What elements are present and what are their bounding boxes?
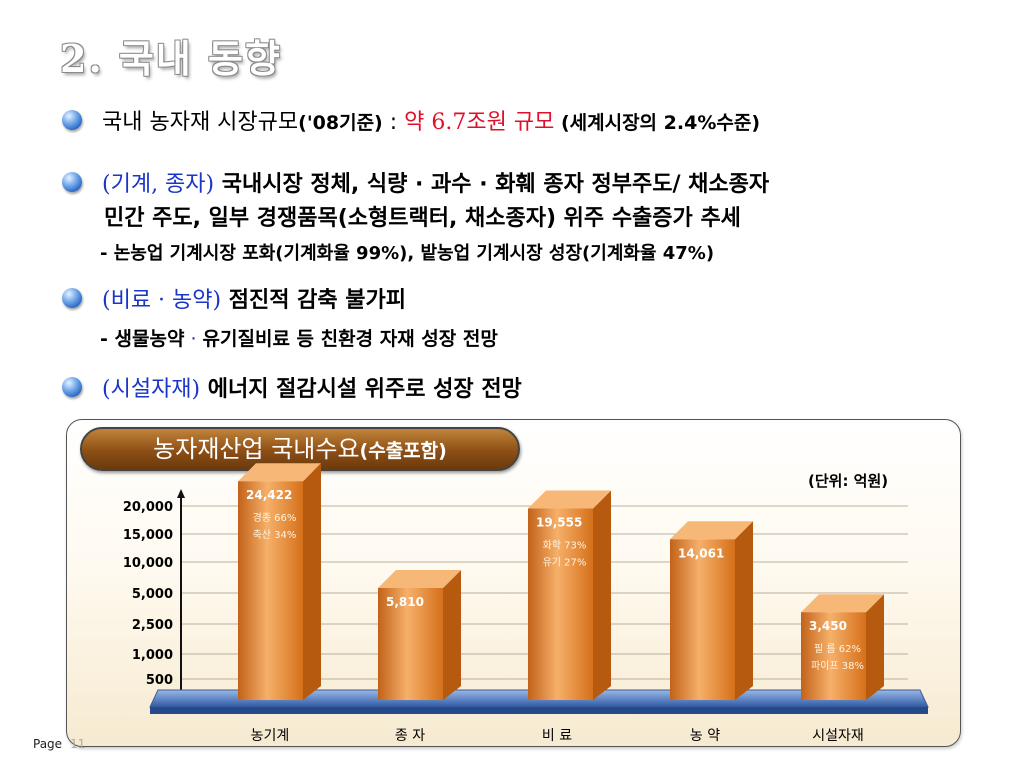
bar-front [238, 481, 303, 700]
bar-front [801, 612, 866, 700]
bar [238, 463, 321, 700]
bullet-4-line-1: (시설자재) 에너지 절감시설 위주로 성장 전망 [102, 377, 522, 402]
bar-front [528, 508, 593, 700]
page-number: 11 [70, 737, 86, 751]
bullet-2-line-2: 민간 주도, 일부 경쟁품목(소형트랙터, 채소종자) 위주 수출증가 추세 [104, 206, 741, 231]
bullet-icon [62, 377, 82, 397]
y-tick-label: 5,000 [132, 587, 173, 602]
bar-side [593, 490, 611, 700]
bar-value-label: 14,061 [678, 546, 724, 560]
page-title: 2. 국내 동향 [60, 36, 282, 81]
chart-floor-edge [150, 707, 928, 714]
bar [528, 490, 611, 700]
bar-side [866, 594, 884, 700]
bar-top [528, 490, 611, 509]
bar-top [670, 521, 753, 540]
bar-side [735, 521, 753, 700]
bar-value-label: 24,422 [246, 488, 292, 502]
x-category-label: 종 자 [395, 728, 425, 744]
bar-breakdown-label: 유기 27% [543, 556, 587, 568]
bar-breakdown-label: 파이프 38% [811, 660, 864, 672]
bar-breakdown-label: 경종 66% [253, 511, 297, 524]
bar-value-label: 19,555 [536, 515, 582, 529]
x-category-label: 농 약 [690, 728, 720, 744]
bar-front [378, 587, 443, 700]
bullet-icon [62, 110, 82, 130]
footer-page-label: Page [33, 737, 63, 751]
bullet-icon [62, 172, 82, 192]
bar [378, 569, 461, 700]
x-category-label: 시설자재 [812, 728, 864, 744]
unit-label: (단위: 억원) [808, 472, 889, 490]
bar-breakdown-label: 축산 34% [253, 529, 297, 541]
bar-value-label: 3,450 [809, 619, 847, 633]
bar-side [303, 463, 321, 700]
x-category-label: 농기계 [251, 728, 290, 744]
bullet-2-line-1: (기계, 종자) 국내시장 정체, 식량 · 과수 · 화훼 종자 정부주도/ … [102, 172, 770, 197]
y-tick-label: 500 [146, 673, 173, 688]
bar-breakdown-label: 필 름 62% [814, 643, 861, 655]
y-tick-label: 20,000 [123, 500, 173, 515]
bullet-2-line-3: - 논농업 기계시장 포화(기계화율 99%), 밭농업 기계시장 성장(기계화… [100, 243, 715, 264]
y-tick-label: 2,500 [132, 618, 173, 633]
y-tick-label: 10,000 [123, 556, 173, 571]
bar-top [801, 594, 884, 613]
bar-front [670, 539, 735, 700]
y-tick-label: 15,000 [123, 528, 173, 543]
bar-breakdown-label: 화학 73% [543, 539, 587, 551]
bullet-1-line: 국내 농자재 시장규모('08기준) : 약 6.7조원 규모 (세계시장의 2… [102, 110, 760, 135]
bar-side [443, 569, 461, 700]
y-tick-label: 1,000 [132, 648, 173, 663]
bar-top [238, 463, 321, 482]
bullet-3-line-1: (비료 · 농약) 점진적 감축 불가피 [102, 288, 407, 313]
bullet-3-line-2: - 생물농약 · 유기질비료 등 친환경 자재 성장 전망 [100, 328, 498, 350]
footer: Page 11 [33, 737, 85, 751]
bar [801, 594, 884, 700]
bar-value-label: 5,810 [386, 595, 424, 609]
bar [670, 521, 753, 700]
bullet-icon [62, 288, 82, 308]
x-category-label: 비 료 [542, 728, 572, 744]
y-axis-arrow [177, 489, 185, 498]
bar-top [378, 569, 461, 588]
